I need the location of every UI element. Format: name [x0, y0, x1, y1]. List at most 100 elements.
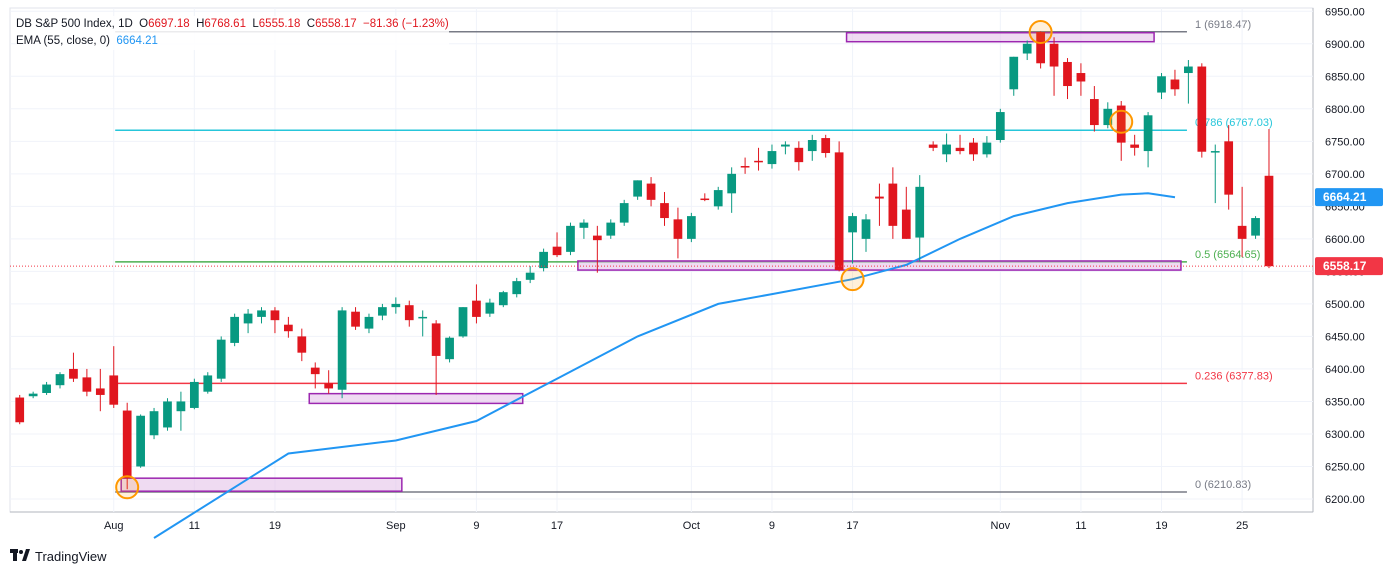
candle-up: [915, 186, 925, 238]
candle-down: [552, 246, 562, 256]
x-tick-label: Sep: [386, 520, 406, 532]
candle-up: [995, 112, 1005, 141]
last-price-badge-bg: [1315, 257, 1383, 276]
x-tick-label: 11: [1075, 520, 1086, 532]
candle-up: [727, 173, 737, 194]
plot-frame: [9, 7, 1314, 513]
y-tick-label: 6800.00: [1325, 104, 1365, 116]
candle-up: [28, 393, 38, 397]
high-value: 6768.61: [204, 18, 246, 30]
candle-up: [807, 140, 817, 152]
candle-down: [1237, 225, 1247, 239]
candle-down: [1224, 141, 1234, 195]
candle-down: [297, 336, 307, 353]
candle-down: [351, 311, 360, 327]
fib-label: 0.5 (6564.65): [1195, 249, 1260, 261]
candle-down: [660, 203, 669, 219]
sep-zone: [308, 392, 524, 405]
tradingview-logo-icon: [10, 548, 30, 565]
fibonacci-levels: 1 (6918.47) 0.786 (6767.03) 0.5 (6564.65) 0…: [115, 19, 1273, 493]
close-value: 6558.17: [315, 18, 357, 30]
chart-legend: DB S&P 500 Index, 1D O6697.18 H6768.61 L…: [16, 16, 449, 50]
candle-up: [1103, 108, 1113, 126]
candle-down: [754, 160, 763, 163]
candle-up: [337, 310, 347, 390]
candle-down: [834, 152, 844, 271]
candle-up: [485, 302, 495, 314]
candle-up: [1210, 151, 1220, 153]
candle-up: [136, 415, 145, 467]
candle-up: [861, 219, 871, 239]
candle-up: [848, 216, 857, 233]
symbol-label[interactable]: DB S&P 500 Index, 1D: [16, 18, 133, 30]
candle-up: [566, 225, 575, 252]
highlight-zones: [120, 31, 1182, 492]
circle-marker: [1109, 109, 1134, 134]
candle-down: [82, 377, 92, 392]
candle-up: [391, 303, 401, 308]
candle-down: [1264, 175, 1274, 267]
top-zone: [845, 31, 1155, 43]
candle-up: [149, 411, 159, 436]
candle-down: [431, 323, 441, 356]
tradingview-brand[interactable]: TradingView: [10, 548, 107, 565]
candle-down: [888, 183, 898, 226]
low-label: L: [252, 18, 259, 30]
candle-up: [1251, 218, 1260, 236]
candle-up: [364, 316, 374, 329]
y-tick-label: 6700.00: [1325, 169, 1365, 181]
candle-down: [284, 324, 293, 332]
candle-down: [673, 219, 683, 239]
candle-up: [1009, 56, 1019, 90]
candle-down: [592, 235, 602, 241]
candle-down: [1036, 32, 1045, 64]
price-badges: 6664.21 6558.17: [1315, 188, 1383, 276]
x-tick-label: 9: [769, 520, 775, 532]
candle-down: [472, 300, 481, 317]
candle-down: [122, 410, 132, 479]
candle-up: [1157, 76, 1166, 93]
candle-up: [781, 144, 790, 147]
candle-down: [1116, 105, 1126, 143]
circle-marker: [840, 267, 865, 292]
candle-down: [969, 142, 978, 155]
chart-grid: [9, 7, 1314, 513]
candle-down: [1049, 43, 1059, 67]
candle-up: [176, 401, 186, 412]
candle-down: [324, 383, 334, 389]
x-tick-label: Aug: [104, 520, 124, 532]
candle-up: [55, 374, 65, 386]
aug-zone: [120, 477, 403, 492]
candle-down: [646, 183, 656, 200]
candle-up: [418, 316, 428, 319]
circle-marker: [1028, 20, 1053, 45]
candle-down: [1076, 73, 1086, 82]
fib-label: 0.236 (6377.83): [1195, 370, 1273, 382]
x-tick-label: 9: [473, 520, 479, 532]
candle-down: [270, 310, 280, 321]
candle-down: [928, 144, 938, 148]
y-tick-label: 6500.00: [1325, 299, 1365, 311]
y-tick-label: 6200.00: [1325, 494, 1365, 506]
y-tick-label: 6450.00: [1325, 331, 1365, 343]
time-axis: Aug 11 19 Sep 9 17 Oct 9 17 Nov 11 19 25: [104, 520, 1248, 532]
price-axis: 6950.00 6900.00 6850.00 6800.00 6750.00 6700.…: [1325, 6, 1365, 506]
y-tick-label: 6250.00: [1325, 461, 1365, 473]
high-label: H: [196, 18, 205, 30]
candle-down: [15, 397, 25, 423]
y-tick-label: 6600.00: [1325, 234, 1365, 246]
y-tick-label: 6900.00: [1325, 39, 1365, 51]
candle-up: [1184, 66, 1193, 74]
x-tick-label: 17: [846, 520, 858, 532]
candle-up: [713, 190, 723, 207]
candle-down: [310, 367, 320, 375]
x-tick-label: 11: [189, 520, 200, 532]
ema-price-badge: 6664.21: [1323, 190, 1367, 204]
ema-label[interactable]: EMA (55, close, 0): [16, 35, 110, 47]
legend-ohlc-row: DB S&P 500 Index, 1D O6697.18 H6768.61 L…: [16, 16, 449, 33]
candle-up: [216, 339, 226, 379]
candle-down: [1197, 66, 1207, 152]
candle-up: [189, 381, 199, 408]
candle-up: [633, 180, 642, 197]
